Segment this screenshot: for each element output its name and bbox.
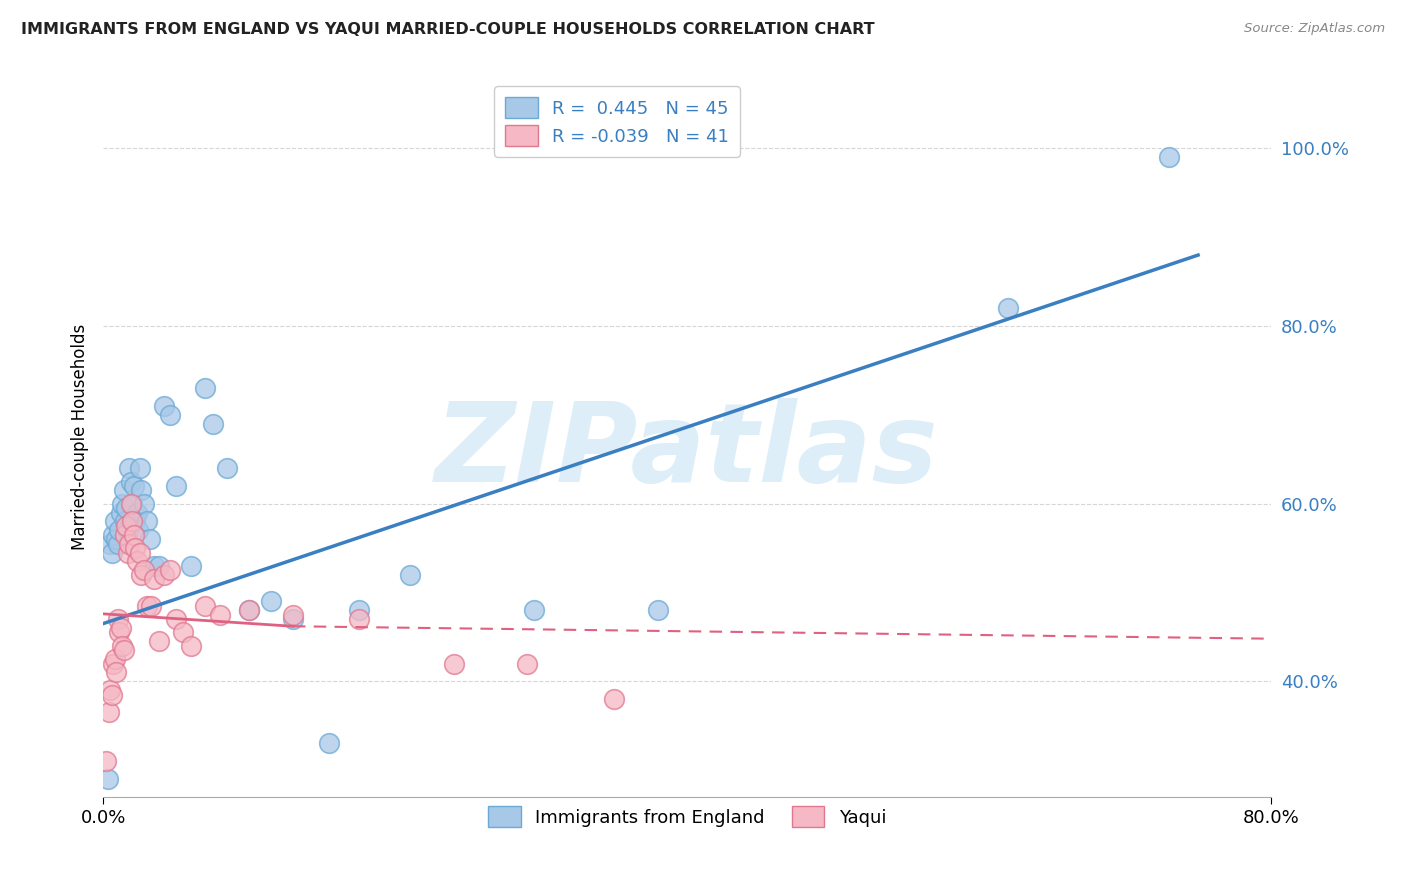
Point [1157, 150, 1180, 164]
Point [997, 301, 1019, 316]
Point [118, 537, 141, 551]
Point [139, 533, 162, 547]
Point [124, 515, 146, 529]
Point [141, 599, 163, 613]
Point [120, 475, 142, 489]
Point [103, 528, 125, 542]
Y-axis label: Married-couple Households: Married-couple Households [72, 324, 89, 550]
Point [318, 737, 340, 751]
Point [281, 612, 304, 626]
Point [194, 599, 217, 613]
Point [347, 612, 370, 626]
Point [159, 408, 181, 422]
Point [122, 528, 145, 542]
Point [132, 563, 155, 577]
Point [122, 479, 145, 493]
Point [125, 506, 148, 520]
Point [98, 706, 121, 720]
Point [118, 461, 141, 475]
Point [112, 483, 135, 498]
Point [124, 541, 146, 555]
Point [165, 612, 187, 626]
Point [101, 545, 124, 559]
Point [105, 533, 128, 547]
Point [136, 599, 159, 613]
Point [128, 461, 150, 475]
Point [281, 607, 304, 622]
Point [100, 537, 122, 551]
Point [114, 528, 136, 542]
Point [143, 572, 166, 586]
Point [107, 612, 129, 626]
Point [201, 417, 224, 431]
Point [153, 567, 176, 582]
Point [117, 545, 139, 559]
Point [260, 594, 283, 608]
Point [523, 603, 546, 617]
Point [603, 692, 626, 706]
Point [153, 399, 176, 413]
Point [104, 652, 127, 666]
Point [647, 603, 669, 617]
Point [180, 558, 202, 573]
Point [103, 657, 125, 671]
Point [238, 603, 260, 617]
Point [115, 501, 138, 516]
Point [115, 519, 138, 533]
Text: IMMIGRANTS FROM ENGLAND VS YAQUI MARRIED-COUPLE HOUSEHOLDS CORRELATION CHART: IMMIGRANTS FROM ENGLAND VS YAQUI MARRIED… [21, 22, 875, 37]
Point [129, 483, 152, 498]
Point [148, 634, 170, 648]
Point [94, 754, 117, 768]
Point [398, 567, 420, 582]
Point [217, 461, 239, 475]
Point [114, 515, 136, 529]
Point [105, 665, 128, 680]
Point [121, 515, 143, 529]
Point [180, 639, 202, 653]
Point [132, 497, 155, 511]
Text: Source: ZipAtlas.com: Source: ZipAtlas.com [1244, 22, 1385, 36]
Point [143, 558, 166, 573]
Point [111, 497, 134, 511]
Point [165, 479, 187, 493]
Point [100, 683, 122, 698]
Point [159, 563, 181, 577]
Point [443, 657, 465, 671]
Point [101, 688, 124, 702]
Point [112, 643, 135, 657]
Point [104, 515, 127, 529]
Point [148, 558, 170, 573]
Point [125, 554, 148, 568]
Point [128, 545, 150, 559]
Point [110, 506, 132, 520]
Point [110, 621, 132, 635]
Point [120, 497, 142, 511]
Point [208, 607, 231, 622]
Legend: Immigrants from England, Yaqui: Immigrants from England, Yaqui [481, 799, 893, 835]
Point [172, 625, 194, 640]
Point [107, 537, 129, 551]
Point [515, 657, 537, 671]
Point [117, 524, 139, 538]
Point [194, 381, 217, 395]
Point [136, 515, 159, 529]
Point [108, 625, 131, 640]
Point [347, 603, 370, 617]
Point [127, 524, 149, 538]
Point [108, 524, 131, 538]
Point [238, 603, 260, 617]
Point [111, 639, 134, 653]
Point [96, 772, 118, 786]
Text: ZIPatlas: ZIPatlas [436, 398, 939, 505]
Point [129, 567, 152, 582]
Point [121, 497, 143, 511]
